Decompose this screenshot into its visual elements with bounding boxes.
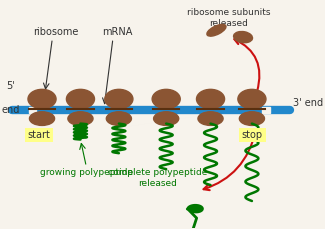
Ellipse shape	[152, 89, 180, 109]
Text: mRNA: mRNA	[102, 27, 133, 37]
Ellipse shape	[30, 112, 55, 125]
Bar	[29, 106, 36, 113]
Ellipse shape	[207, 25, 226, 36]
Text: start: start	[28, 130, 50, 140]
FancyBboxPatch shape	[239, 128, 266, 142]
Text: ribosome: ribosome	[32, 27, 78, 37]
Ellipse shape	[68, 112, 93, 125]
Text: complete polypeptide
released: complete polypeptide released	[108, 168, 207, 188]
Text: end: end	[2, 105, 20, 115]
Ellipse shape	[198, 112, 223, 125]
Text: 5': 5'	[6, 81, 15, 91]
Text: growing polypeptide: growing polypeptide	[40, 168, 133, 177]
Ellipse shape	[234, 32, 253, 43]
Text: 3' end: 3' end	[293, 98, 323, 108]
Ellipse shape	[239, 112, 265, 125]
Ellipse shape	[106, 112, 131, 125]
Ellipse shape	[105, 89, 133, 109]
Bar	[262, 106, 270, 113]
Text: ribosome subunits
released: ribosome subunits released	[187, 8, 270, 28]
FancyBboxPatch shape	[25, 128, 53, 142]
Ellipse shape	[66, 89, 95, 109]
Ellipse shape	[154, 112, 179, 125]
Text: stop: stop	[241, 130, 263, 140]
Ellipse shape	[197, 89, 225, 109]
Ellipse shape	[238, 89, 266, 109]
Ellipse shape	[28, 89, 56, 109]
